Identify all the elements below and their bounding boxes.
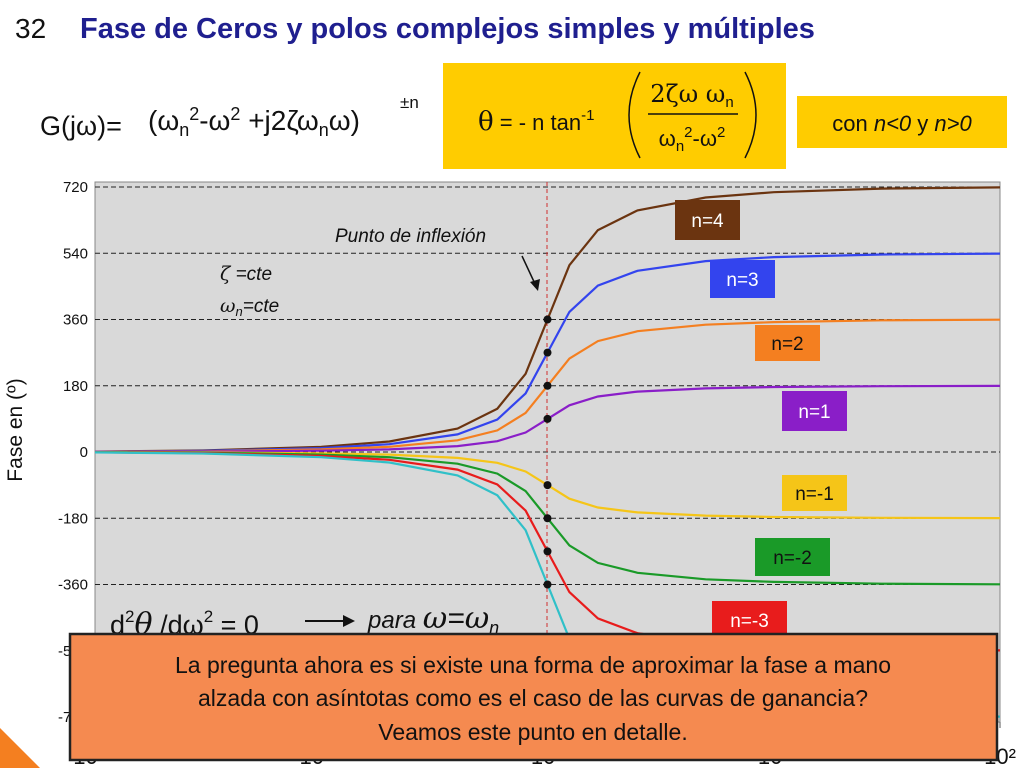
- wn-part: ω: [220, 295, 236, 317]
- wn-note: ωn=cte: [220, 295, 279, 319]
- series-label-box: [675, 200, 740, 240]
- formula-part: 2: [230, 104, 240, 124]
- series-label-box: [755, 325, 820, 361]
- formula-lhs: G(jω)=: [40, 111, 122, 141]
- denominator-part: 2: [717, 124, 725, 141]
- y-axis-label: Fase en (º): [4, 378, 27, 481]
- formula-part: n: [319, 120, 329, 140]
- denominator-part: ω: [659, 126, 676, 151]
- y-tick-label: 0: [80, 444, 88, 461]
- theta-formula: θ = - n tan-1: [478, 107, 594, 137]
- series-label-box: [712, 601, 787, 639]
- question-line: La pregunta ahora es si existe una forma…: [175, 652, 891, 678]
- zeta-part: =cte: [230, 264, 272, 285]
- formula-part: ω): [329, 105, 360, 136]
- condition-part: con: [832, 111, 874, 136]
- series-label-box: [755, 538, 830, 576]
- para-part: ω: [423, 601, 447, 636]
- formula-part: n: [179, 120, 189, 140]
- theta-numerator: 2ζω ωn: [650, 80, 733, 111]
- formula-exponent: ±n: [400, 93, 419, 112]
- paren-left: [628, 71, 641, 159]
- paren-right: [744, 71, 757, 159]
- para-note: para ω=ωn: [367, 601, 499, 638]
- y-tick-label: 540: [63, 245, 88, 262]
- numerator-part: n: [725, 94, 733, 111]
- y-tick-label: -360: [58, 577, 88, 594]
- theta-rhs: = - n tan: [494, 110, 581, 135]
- numerator-part: 2ζω ω: [650, 80, 725, 108]
- corner-decoration: [0, 728, 40, 768]
- denominator-part: n: [676, 138, 684, 155]
- inflection-point: [543, 381, 552, 390]
- formula-part: (ω: [148, 105, 179, 136]
- formula-part: -ω: [199, 105, 230, 136]
- derivative-part: ω: [183, 610, 204, 640]
- condition-box: [797, 96, 1007, 148]
- theta-denominator: ωn2-ω2: [659, 124, 726, 155]
- inflection-point: [543, 547, 552, 556]
- arrow-head: [530, 279, 540, 291]
- derivative-part: 2: [125, 607, 134, 626]
- inflection-point: [543, 315, 552, 324]
- formula-part: +j2ζω: [240, 105, 318, 136]
- denominator-part: 2: [684, 124, 692, 141]
- series-label: n=-1: [795, 484, 834, 505]
- series-label: n=3: [726, 270, 758, 291]
- inflection-label: Punto de inflexión: [335, 226, 486, 247]
- para-part: para: [367, 607, 423, 634]
- zeta-part: ζ: [220, 263, 232, 285]
- y-tick-label: -180: [58, 510, 88, 527]
- theta-box: [443, 63, 786, 169]
- para-part: ω: [465, 601, 489, 636]
- series-label: n=-3: [730, 611, 769, 632]
- derivative-part: d: [110, 610, 125, 640]
- derivative-part: 2: [204, 607, 213, 626]
- question-box: [68, 632, 999, 762]
- inflection-point: [543, 348, 552, 357]
- zeta-note: ζ =cte: [220, 263, 272, 285]
- condition-part: y: [911, 111, 934, 136]
- condition-part: n>0: [934, 111, 972, 136]
- theta-symbol: θ: [478, 107, 494, 137]
- question-line: alzada con asíntotas como es el caso de …: [198, 685, 868, 711]
- inflection-point: [543, 514, 552, 523]
- inflection-point: [543, 580, 552, 589]
- condition-text: con n<0 y n>0: [832, 111, 972, 136]
- series-label-box: [710, 260, 775, 298]
- para-part: =: [447, 602, 465, 635]
- para-part: n: [489, 618, 499, 638]
- formula-body: (ωn2-ω2 +j2ζωnω): [148, 104, 360, 140]
- arrow-head: [343, 615, 355, 627]
- y-tick-label: 720: [63, 179, 88, 196]
- curves: [95, 186, 1000, 718]
- series-label: n=1: [798, 402, 830, 423]
- condition-part: n<0: [874, 111, 912, 136]
- denominator-part: -ω: [693, 126, 718, 151]
- series-label: n=-2: [773, 548, 812, 569]
- slide-title: Fase de Ceros y polos complejos simples …: [80, 13, 815, 45]
- y-tick-label: 360: [63, 312, 88, 329]
- inflection-point: [543, 481, 552, 490]
- inflection-point: [543, 414, 552, 423]
- wn-part: =cte: [243, 296, 279, 317]
- series-label: n=2: [771, 334, 803, 355]
- formula-part: 2: [189, 104, 199, 124]
- theta-inverse: -1: [581, 107, 594, 124]
- series-label-box: [782, 391, 847, 431]
- series-label-box: [782, 475, 847, 511]
- slide-number: 32: [15, 13, 46, 44]
- question-line: Veamos este punto en detalle.: [378, 719, 687, 745]
- series-label: n=4: [691, 211, 724, 232]
- wn-part: n: [236, 304, 243, 319]
- y-tick-label: 180: [63, 378, 88, 395]
